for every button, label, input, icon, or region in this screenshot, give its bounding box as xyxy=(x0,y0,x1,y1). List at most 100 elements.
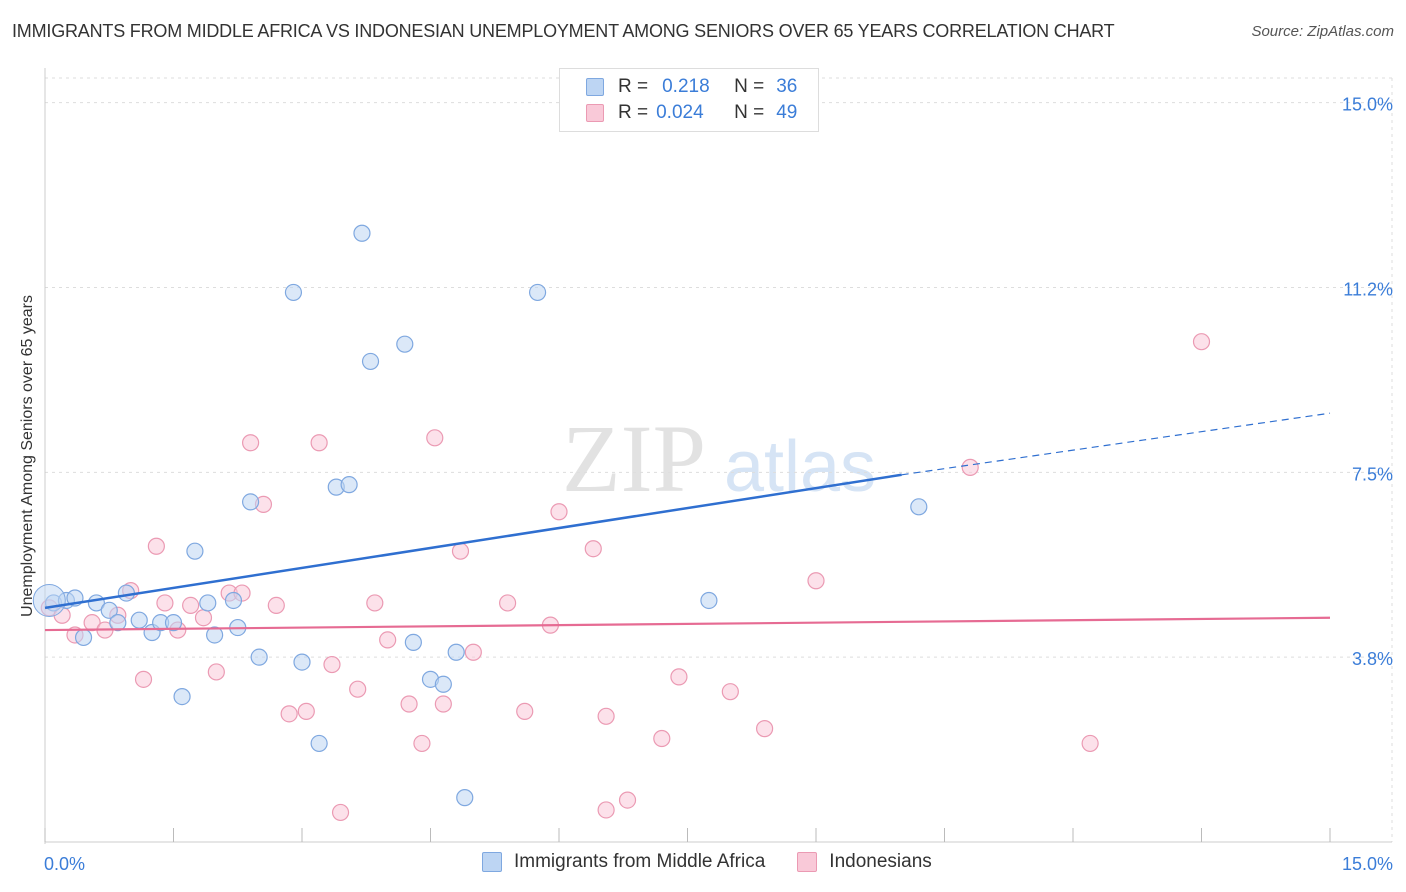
indonesians-point xyxy=(323,655,341,674)
indonesians-point xyxy=(584,540,602,558)
indonesians-point xyxy=(618,791,637,809)
middle-africa-point xyxy=(310,734,328,753)
indonesians-point xyxy=(297,702,315,720)
legend-item-middle-africa: Immigrants from Middle Africa xyxy=(482,851,765,873)
middle-africa-point xyxy=(130,611,148,629)
n-value: 36 xyxy=(776,76,798,97)
indonesians-point xyxy=(207,663,225,681)
middle-africa-point xyxy=(186,542,204,560)
middle-africa-point xyxy=(117,584,135,602)
middle-africa-point xyxy=(199,594,217,612)
middle-africa-trend-line xyxy=(44,473,902,610)
middle-africa-point xyxy=(173,687,191,706)
indonesians-point xyxy=(134,670,153,688)
middle-africa-point xyxy=(447,643,465,661)
legend-item-indonesians: Indonesians xyxy=(797,851,932,873)
middle-africa-point xyxy=(100,601,118,619)
correlation-legend: R = 0.218 N = 36 R = 0.024 N = 49 xyxy=(559,68,819,132)
n-label: N = xyxy=(734,102,765,123)
indonesians-point xyxy=(755,720,774,738)
indonesians-point xyxy=(464,643,482,661)
middle-africa-point xyxy=(434,675,452,693)
middle-africa-point xyxy=(164,614,183,632)
indonesians-point xyxy=(961,458,979,476)
indonesians-point xyxy=(1081,734,1099,753)
middle-africa-point xyxy=(242,493,260,511)
middle-africa-point xyxy=(353,224,371,242)
indonesians-point xyxy=(434,695,452,713)
r-label: R = xyxy=(618,102,649,123)
indonesians-point xyxy=(366,594,384,612)
watermark-atlas: atlas xyxy=(724,427,876,507)
indonesians-point xyxy=(426,429,444,447)
indonesians-point xyxy=(451,542,470,560)
pink-swatch-icon xyxy=(586,104,604,122)
series-legend: Immigrants from Middle Africa Indonesian… xyxy=(482,851,964,873)
n-label: N = xyxy=(734,76,765,97)
gridlines xyxy=(45,77,1393,842)
middle-africa-point xyxy=(284,283,303,302)
r-value: 0.218 xyxy=(662,76,710,97)
indonesians-point xyxy=(550,503,568,521)
y-tick-label: 11.2% xyxy=(1343,279,1393,299)
indonesians-point xyxy=(242,434,260,452)
middle-africa-cluster-point xyxy=(32,583,66,617)
pink-swatch-icon xyxy=(797,852,818,872)
indonesians-point xyxy=(1192,333,1211,351)
indonesians-point xyxy=(653,729,671,748)
y-axis-label: Unemployment Among Seniors over 65 years xyxy=(19,295,36,617)
blue-swatch-icon xyxy=(482,852,502,872)
middle-africa-point xyxy=(361,352,380,371)
middle-africa-point xyxy=(109,614,127,632)
middle-africa-point xyxy=(528,283,547,302)
indonesians-trend-line xyxy=(44,616,1331,632)
middle-africa-point xyxy=(700,591,718,610)
middle-africa-points xyxy=(32,224,928,807)
indonesians-point xyxy=(597,801,615,819)
middle-africa-point xyxy=(396,335,414,353)
legend-label-indonesians: Indonesians xyxy=(829,851,932,872)
middle-africa-trend-extension xyxy=(901,412,1331,476)
indonesians-point xyxy=(807,572,825,590)
watermark: ZIP atlas xyxy=(562,405,876,512)
indonesians-point xyxy=(280,705,298,723)
x-tick-label: 0.0% xyxy=(44,854,85,874)
source-label: Source: ZipAtlas.com xyxy=(1251,23,1394,40)
legend-label-middle-africa: Immigrants from Middle Africa xyxy=(514,851,766,872)
indonesians-point xyxy=(400,695,418,713)
indonesians-point xyxy=(267,596,285,615)
n-value: 49 xyxy=(776,102,798,123)
indonesians-point xyxy=(310,434,328,452)
axes xyxy=(44,68,1392,844)
indonesians-point xyxy=(597,707,615,725)
chart-title: IMMIGRANTS FROM MIDDLE AFRICA VS INDONES… xyxy=(12,21,1115,41)
y-tick-label: 7.5% xyxy=(1352,464,1393,484)
indonesians-point xyxy=(413,734,431,753)
indonesians-point xyxy=(670,668,688,686)
indonesians-point xyxy=(194,609,213,627)
r-label: R = xyxy=(618,76,649,97)
middle-africa-point xyxy=(74,628,93,647)
legend-row-middle-africa: R = 0.218 N = 36 xyxy=(586,75,797,99)
middle-africa-point xyxy=(340,476,358,494)
y-tick-label: 3.8% xyxy=(1352,649,1393,669)
tick-labels: 3.8% 7.5% 11.2% 15.0% 0.0% 15.0% xyxy=(44,95,1393,874)
middle-africa-point xyxy=(293,653,311,671)
indonesians-point xyxy=(499,594,517,612)
x-tick-label: 15.0% xyxy=(1342,854,1393,874)
indonesians-point xyxy=(147,537,165,555)
indonesians-point xyxy=(516,702,534,720)
legend-row-indonesians: R = 0.024 N = 49 xyxy=(586,101,797,125)
middle-africa-point xyxy=(910,498,928,516)
trend-lines xyxy=(44,412,1331,632)
indonesians-point xyxy=(349,680,367,698)
indonesians-point xyxy=(156,594,174,612)
indonesians-point xyxy=(721,683,739,701)
r-value: 0.024 xyxy=(656,102,704,123)
middle-africa-point xyxy=(456,789,474,807)
middle-africa-point xyxy=(224,591,243,610)
indonesians-point xyxy=(331,803,350,822)
middle-africa-point xyxy=(250,648,268,666)
y-tick-label: 15.0% xyxy=(1342,95,1393,115)
